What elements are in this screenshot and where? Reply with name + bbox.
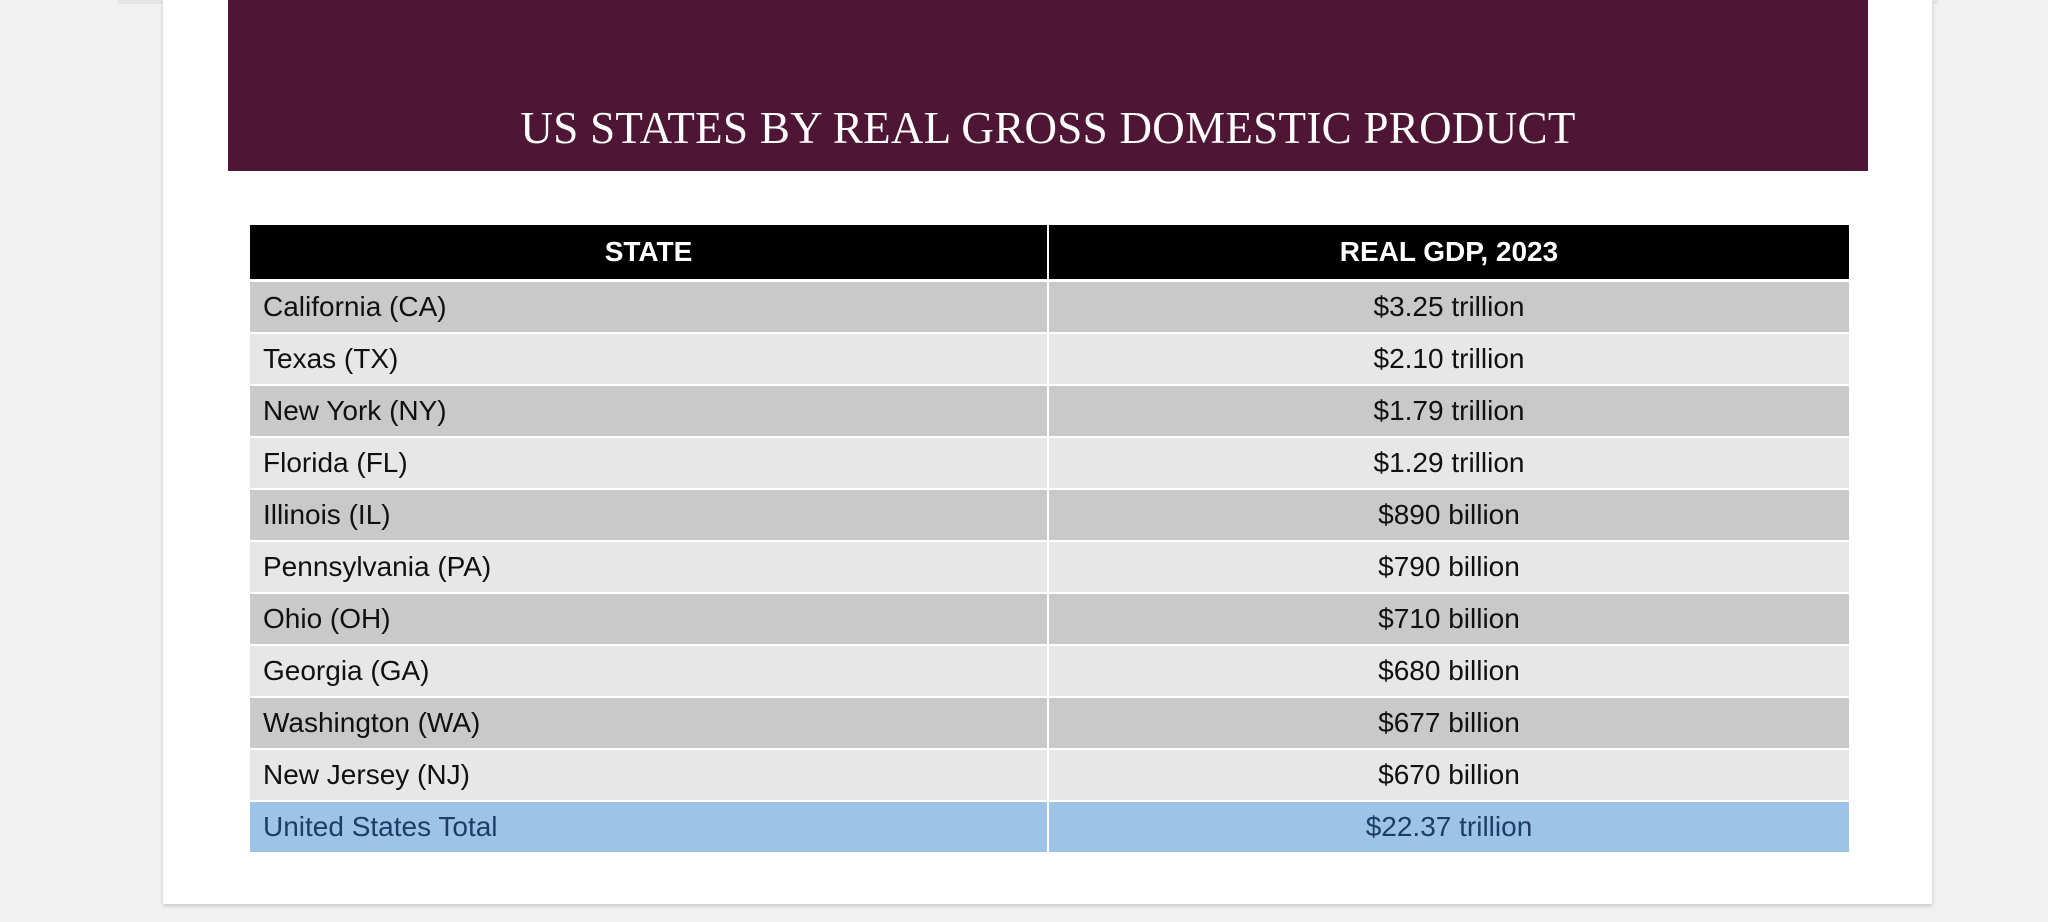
table-row: Florida (FL) $1.29 trillion — [248, 436, 1851, 490]
state-cell: Georgia (GA) — [248, 644, 1049, 698]
gdp-cell: $3.25 trillion — [1047, 279, 1851, 334]
gdp-cell: $790 billion — [1047, 540, 1851, 594]
total-gdp-cell: $22.37 trillion — [1047, 800, 1851, 854]
state-cell: Pennsylvania (PA) — [248, 540, 1049, 594]
total-row: United States Total $22.37 trillion — [248, 800, 1851, 854]
gdp-cell: $670 billion — [1047, 748, 1851, 802]
state-cell: Texas (TX) — [248, 332, 1049, 386]
state-cell: Illinois (IL) — [248, 488, 1049, 542]
gdp-cell: $710 billion — [1047, 592, 1851, 646]
gdp-cell: $677 billion — [1047, 696, 1851, 750]
state-cell: California (CA) — [248, 279, 1049, 334]
table-row: Illinois (IL) $890 billion — [248, 488, 1851, 542]
table-row: Ohio (OH) $710 billion — [248, 592, 1851, 646]
table-row: Georgia (GA) $680 billion — [248, 644, 1851, 698]
table-row: New Jersey (NJ) $670 billion — [248, 748, 1851, 802]
state-cell: New Jersey (NJ) — [248, 748, 1049, 802]
state-cell: Washington (WA) — [248, 696, 1049, 750]
state-cell: New York (NY) — [248, 384, 1049, 438]
table-header-row: STATE REAL GDP, 2023 — [248, 225, 1851, 282]
table-row: New York (NY) $1.79 trillion — [248, 384, 1851, 438]
gdp-cell: $680 billion — [1047, 644, 1851, 698]
table-row: Washington (WA) $677 billion — [248, 696, 1851, 750]
gdp-cell: $890 billion — [1047, 488, 1851, 542]
gdp-cell: $2.10 trillion — [1047, 332, 1851, 386]
gdp-cell: $1.79 trillion — [1047, 384, 1851, 438]
column-header-state: STATE — [248, 225, 1049, 282]
gdp-table: STATE REAL GDP, 2023 California (CA) $3.… — [248, 225, 1851, 854]
column-header-gdp: REAL GDP, 2023 — [1047, 225, 1851, 282]
slide-title: US STATES BY REAL GROSS DOMESTIC PRODUCT — [520, 103, 1576, 153]
slide-page: US STATES BY REAL GROSS DOMESTIC PRODUCT… — [163, 0, 1932, 904]
table-row: Texas (TX) $2.10 trillion — [248, 332, 1851, 386]
title-banner: US STATES BY REAL GROSS DOMESTIC PRODUCT — [228, 0, 1868, 171]
gdp-cell: $1.29 trillion — [1047, 436, 1851, 490]
state-cell: Florida (FL) — [248, 436, 1049, 490]
state-cell: Ohio (OH) — [248, 592, 1049, 646]
total-label-cell: United States Total — [248, 800, 1049, 854]
table-row: Pennsylvania (PA) $790 billion — [248, 540, 1851, 594]
table-row: California (CA) $3.25 trillion — [248, 279, 1851, 334]
